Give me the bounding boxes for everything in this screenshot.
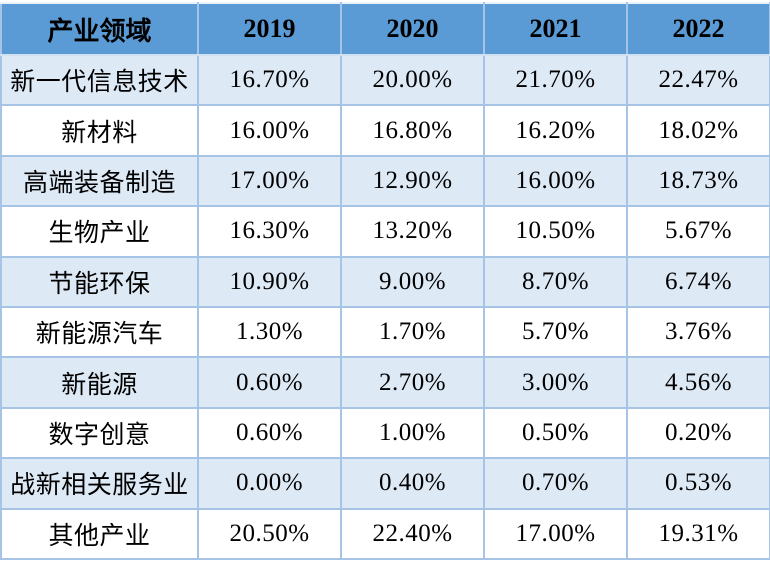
cell-value: 9.00% xyxy=(340,255,485,308)
table-row: 战新相关服务业 0.00% 0.40% 0.70% 0.53% xyxy=(0,457,770,510)
table-row: 生物产业 16.30% 13.20% 10.50% 5.67% xyxy=(0,205,770,258)
table-row: 数字创意 0.60% 1.00% 0.50% 0.20% xyxy=(0,406,770,460)
cell-value: 5.70% xyxy=(483,305,628,359)
cell-value: 0.00% xyxy=(197,457,342,510)
cell-value: 13.20% xyxy=(340,205,485,258)
cell-value: 0.60% xyxy=(197,356,342,409)
cell-value: 4.56% xyxy=(626,356,770,409)
cell-value: 21.70% xyxy=(483,53,628,107)
table-row: 其他产业 20.50% 22.40% 17.00% 19.31% xyxy=(0,507,770,561)
cell-value: 1.30% xyxy=(197,305,342,359)
cell-value: 22.40% xyxy=(340,507,485,561)
table-row: 新能源汽车 1.30% 1.70% 5.70% 3.76% xyxy=(0,305,770,359)
row-label: 新材料 xyxy=(0,104,199,157)
cell-value: 3.00% xyxy=(483,356,628,409)
cell-value: 16.00% xyxy=(197,104,342,157)
row-label: 节能环保 xyxy=(0,255,199,308)
row-label: 新能源汽车 xyxy=(0,305,199,359)
row-label: 其他产业 xyxy=(0,507,199,561)
cell-value: 8.70% xyxy=(483,255,628,308)
column-header-industry: 产业领域 xyxy=(0,2,199,56)
cell-value: 19.31% xyxy=(626,507,770,561)
cell-value: 16.30% xyxy=(197,205,342,258)
cell-value: 16.80% xyxy=(340,104,485,157)
cell-value: 20.50% xyxy=(197,507,342,561)
column-header-2021: 2021 xyxy=(483,2,628,56)
row-label: 战新相关服务业 xyxy=(0,457,199,510)
cell-value: 16.20% xyxy=(483,104,628,157)
cell-value: 0.50% xyxy=(483,406,628,460)
cell-value: 16.00% xyxy=(483,154,628,208)
cell-value: 0.60% xyxy=(197,406,342,460)
table-row: 新能源 0.60% 2.70% 3.00% 4.56% xyxy=(0,356,770,409)
cell-value: 5.67% xyxy=(626,205,770,258)
cell-value: 17.00% xyxy=(483,507,628,561)
cell-value: 18.73% xyxy=(626,154,770,208)
row-label: 高端装备制造 xyxy=(0,154,199,208)
row-label: 生物产业 xyxy=(0,205,199,258)
cell-value: 10.50% xyxy=(483,205,628,258)
row-label: 数字创意 xyxy=(0,406,199,460)
column-header-2022: 2022 xyxy=(626,2,770,56)
column-header-2019: 2019 xyxy=(197,2,342,56)
cell-value: 0.70% xyxy=(483,457,628,510)
table-row: 节能环保 10.90% 9.00% 8.70% 6.74% xyxy=(0,255,770,308)
cell-value: 18.02% xyxy=(626,104,770,157)
cell-value: 12.90% xyxy=(340,154,485,208)
row-label: 新能源 xyxy=(0,356,199,409)
cell-value: 16.70% xyxy=(197,53,342,107)
table-row: 高端装备制造 17.00% 12.90% 16.00% 18.73% xyxy=(0,154,770,208)
cell-value: 0.20% xyxy=(626,406,770,460)
cell-value: 2.70% xyxy=(340,356,485,409)
table-header-row: 产业领域 2019 2020 2021 2022 xyxy=(0,2,770,56)
row-label: 新一代信息技术 xyxy=(0,53,199,107)
cell-value: 0.53% xyxy=(626,457,770,510)
cell-value: 17.00% xyxy=(197,154,342,208)
cell-value: 22.47% xyxy=(626,53,770,107)
cell-value: 6.74% xyxy=(626,255,770,308)
column-header-2020: 2020 xyxy=(340,2,485,56)
cell-value: 1.70% xyxy=(340,305,485,359)
cell-value: 0.40% xyxy=(340,457,485,510)
cell-value: 1.00% xyxy=(340,406,485,460)
cell-value: 20.00% xyxy=(340,53,485,107)
table-row: 新一代信息技术 16.70% 20.00% 21.70% 22.47% xyxy=(0,53,770,107)
table-row: 新材料 16.00% 16.80% 16.20% 18.02% xyxy=(0,104,770,157)
cell-value: 3.76% xyxy=(626,305,770,359)
cell-value: 10.90% xyxy=(197,255,342,308)
